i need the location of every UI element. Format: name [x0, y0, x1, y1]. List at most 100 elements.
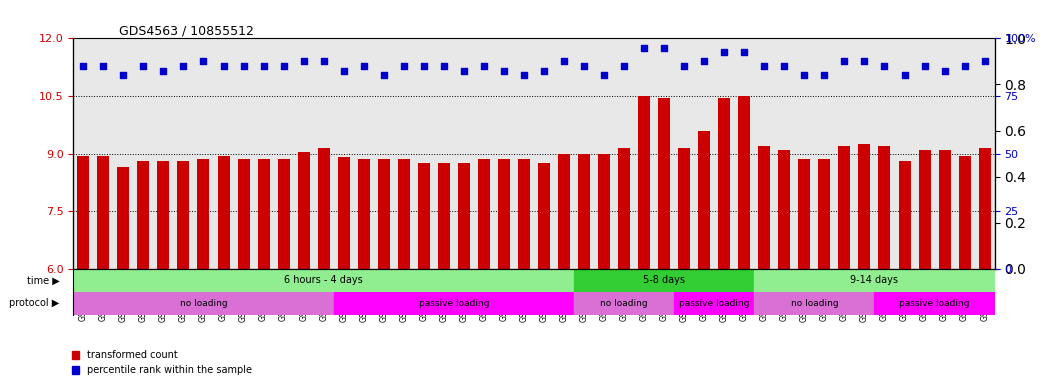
Bar: [317, 148, 330, 384]
Bar: [819, 159, 830, 384]
Text: 9-14 days: 9-14 days: [850, 275, 898, 285]
Bar: [638, 96, 650, 384]
Bar: [73, 292, 334, 315]
Bar: [918, 150, 931, 384]
Bar: [754, 269, 995, 292]
Point: [315, 58, 332, 65]
Point: [495, 68, 512, 74]
Bar: [238, 159, 249, 384]
Bar: [277, 159, 290, 384]
Bar: [558, 154, 570, 384]
Point: [976, 58, 993, 65]
Text: no loading: no loading: [180, 299, 227, 308]
Bar: [598, 154, 610, 384]
Point: [155, 68, 172, 74]
Bar: [618, 148, 630, 384]
Bar: [73, 269, 574, 292]
Bar: [898, 161, 911, 384]
Bar: [758, 146, 771, 384]
Bar: [859, 144, 870, 384]
Point: [736, 49, 753, 55]
Bar: [438, 163, 450, 384]
Point: [236, 63, 252, 69]
Bar: [334, 292, 574, 315]
Text: no loading: no loading: [790, 299, 839, 308]
Text: GDS4563 / 10855512: GDS4563 / 10855512: [119, 24, 254, 37]
Bar: [458, 163, 470, 384]
Bar: [874, 292, 995, 315]
Point: [655, 45, 672, 51]
Bar: [198, 159, 209, 384]
Point: [135, 63, 152, 69]
Point: [536, 68, 553, 74]
Point: [616, 63, 632, 69]
Bar: [698, 131, 710, 384]
Bar: [799, 159, 810, 384]
Bar: [938, 150, 951, 384]
Point: [636, 45, 652, 51]
Bar: [778, 150, 790, 384]
Bar: [718, 98, 730, 384]
Text: passive loading: passive loading: [680, 299, 750, 308]
Point: [215, 63, 231, 69]
Bar: [398, 159, 409, 384]
Point: [175, 63, 192, 69]
Point: [275, 63, 292, 69]
Point: [295, 58, 312, 65]
Point: [515, 72, 532, 78]
Point: [436, 63, 452, 69]
Point: [355, 63, 372, 69]
Point: [816, 72, 832, 78]
Text: 5-8 days: 5-8 days: [643, 275, 685, 285]
Point: [936, 68, 953, 74]
Bar: [258, 159, 269, 384]
Point: [776, 63, 793, 69]
Bar: [538, 163, 550, 384]
Point: [416, 63, 432, 69]
Bar: [674, 292, 754, 315]
Point: [596, 72, 612, 78]
Bar: [574, 292, 674, 315]
Legend: transformed count, percentile rank within the sample: transformed count, percentile rank withi…: [68, 346, 257, 379]
Bar: [137, 161, 150, 384]
Text: 6 hours - 4 days: 6 hours - 4 days: [285, 275, 363, 285]
Bar: [678, 148, 690, 384]
Bar: [839, 146, 850, 384]
Bar: [97, 156, 109, 384]
Point: [376, 72, 393, 78]
Bar: [574, 269, 754, 292]
Bar: [418, 163, 430, 384]
Point: [896, 72, 913, 78]
Bar: [157, 161, 170, 384]
Text: passive loading: passive loading: [419, 299, 489, 308]
Text: protocol ▶: protocol ▶: [9, 298, 60, 308]
Bar: [297, 152, 310, 384]
Bar: [77, 156, 89, 384]
Point: [75, 63, 92, 69]
Bar: [498, 159, 510, 384]
Point: [195, 58, 211, 65]
Bar: [218, 156, 229, 384]
Bar: [338, 157, 350, 384]
Point: [556, 58, 573, 65]
Bar: [378, 159, 389, 384]
Bar: [117, 167, 130, 384]
Text: time ▶: time ▶: [27, 275, 60, 285]
Bar: [177, 161, 190, 384]
Point: [837, 58, 853, 65]
Point: [796, 72, 812, 78]
Point: [675, 63, 692, 69]
Bar: [979, 148, 990, 384]
Point: [696, 58, 713, 65]
Bar: [477, 159, 490, 384]
Text: passive loading: passive loading: [899, 299, 970, 308]
Bar: [358, 159, 370, 384]
Bar: [959, 156, 971, 384]
Point: [716, 49, 733, 55]
Point: [756, 63, 773, 69]
Point: [956, 63, 973, 69]
Bar: [578, 154, 591, 384]
Point: [576, 63, 593, 69]
Bar: [659, 98, 670, 384]
Bar: [878, 146, 891, 384]
